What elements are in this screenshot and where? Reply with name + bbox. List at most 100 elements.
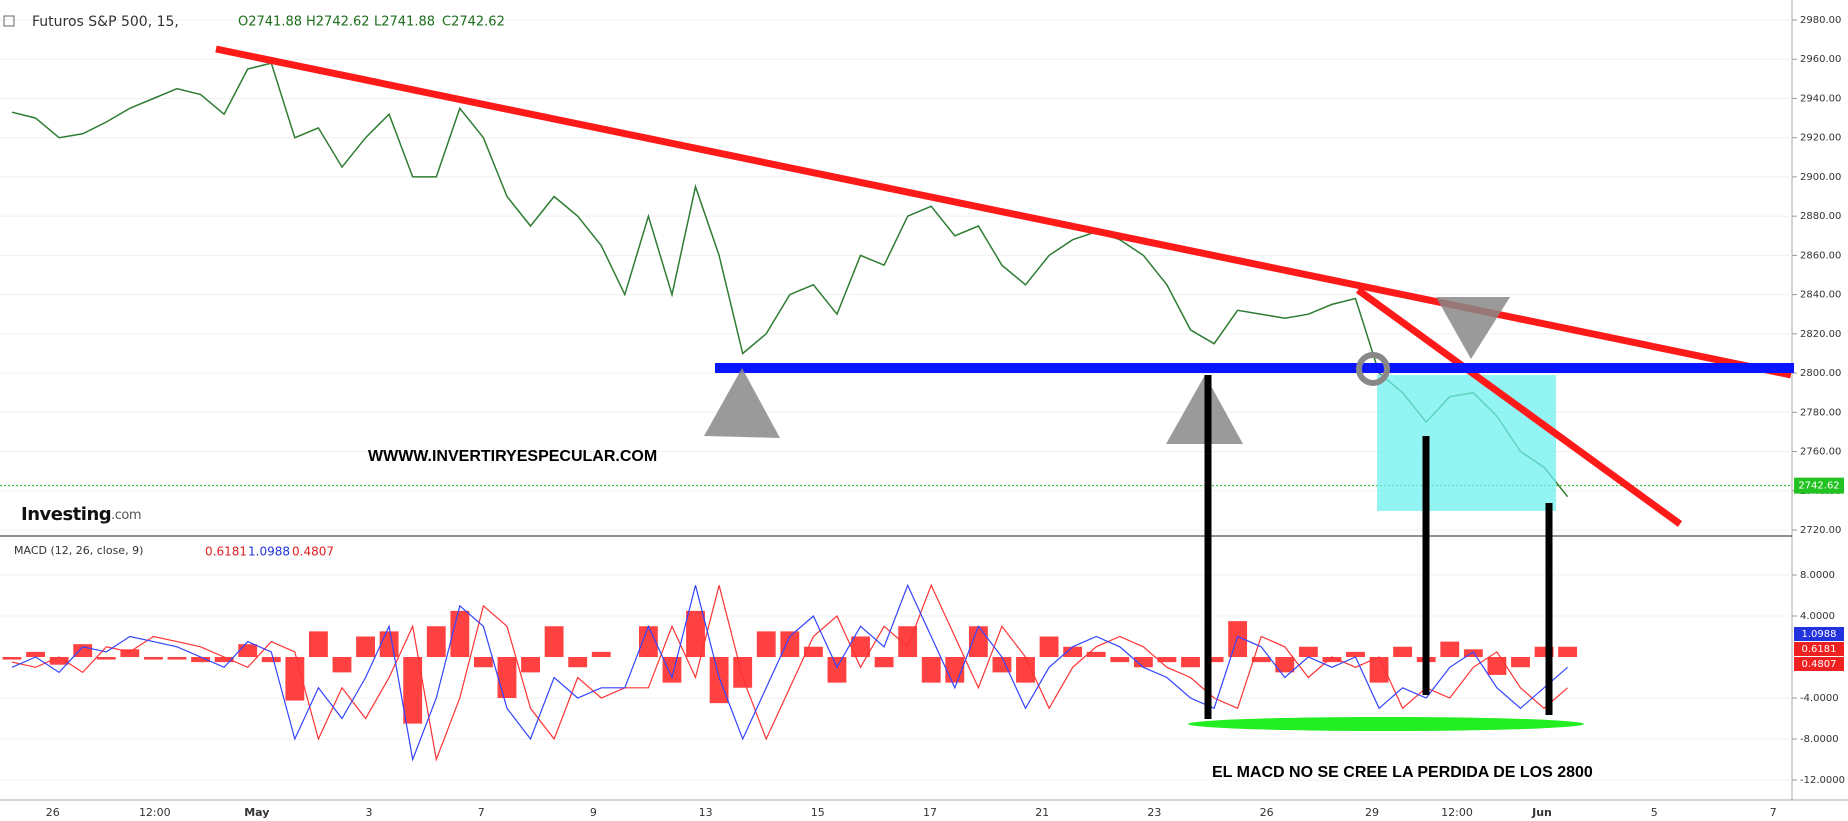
annotation: WWWW.INVERTIRYESPECULAR.COM: [368, 448, 657, 465]
y-tick-label: -12.0000: [1800, 775, 1845, 786]
histogram-bar: [308, 631, 328, 657]
histogram-bar: [2, 657, 22, 660]
histogram-bar: [803, 646, 823, 657]
y-tick-label: 2820.00: [1800, 329, 1841, 340]
x-tick-label: 17: [923, 806, 937, 819]
histogram-bar: [379, 631, 399, 657]
value-tag-label: 0.6181: [1802, 644, 1837, 655]
histogram-bar: [968, 626, 988, 657]
histogram-bar: [285, 657, 305, 701]
y-tick-label: 2840.00: [1800, 290, 1841, 301]
histogram-bar: [1204, 657, 1224, 663]
histogram-bar: [143, 657, 163, 660]
low: L2741.88: [374, 15, 435, 30]
histogram-bar: [426, 626, 446, 657]
x-tick-label: Jun: [1531, 806, 1552, 819]
open: O2741.88: [238, 15, 302, 30]
histogram-bar: [1133, 657, 1153, 668]
histogram-bar: [756, 631, 776, 657]
collapse-icon[interactable]: [3, 15, 15, 27]
triangle-up: [704, 368, 780, 438]
value-tag: [1794, 642, 1844, 656]
histogram-bar: [473, 657, 493, 668]
x-tick-label: 15: [811, 806, 825, 819]
histogram-bar: [1534, 646, 1554, 657]
y-tick-label: 8.0000: [1800, 570, 1835, 581]
trend-line: [215, 45, 1792, 379]
histogram-bar: [214, 657, 234, 663]
histogram-bar: [497, 657, 517, 698]
histogram-bar: [1298, 646, 1318, 657]
macd-value: 0.6181: [205, 545, 247, 559]
x-tick-label: 29: [1365, 806, 1379, 819]
histogram-bar: [332, 657, 352, 673]
x-tick-label: 26: [46, 806, 60, 819]
x-tick-label: 7: [478, 806, 485, 819]
histogram-bar: [733, 657, 753, 688]
histogram-bar: [96, 657, 116, 660]
histogram-bar: [544, 626, 564, 657]
histogram-bar: [1063, 646, 1083, 657]
histogram-bar: [120, 649, 140, 657]
histogram-bar: [1322, 657, 1342, 663]
y-tick-label: 2960.00: [1800, 54, 1841, 65]
y-tick-label: 2760.00: [1800, 447, 1841, 458]
macd-value: 0.4807: [292, 545, 334, 559]
histogram-bar: [1511, 657, 1530, 668]
x-tick-label: 26: [1260, 806, 1274, 819]
histogram-bar: [1440, 641, 1460, 657]
histogram-bar: [49, 657, 69, 665]
histogram-bar: [167, 657, 187, 660]
histogram-bar: [1463, 649, 1483, 657]
logo: Investing.com: [21, 504, 141, 525]
histogram-bar: [921, 657, 941, 683]
histogram-bar: [1110, 657, 1130, 663]
x-tick-label: 23: [1147, 806, 1161, 819]
histogram-bar: [1369, 657, 1389, 683]
high: H2742.62: [306, 15, 370, 30]
histogram-bar: [356, 636, 375, 657]
value-tag: [1794, 657, 1844, 671]
y-tick-label: 2920.00: [1800, 133, 1841, 144]
highlight-box: [1377, 375, 1556, 511]
macd-value: 1.0988: [248, 545, 290, 559]
x-tick-label: 7: [1770, 806, 1777, 819]
x-tick-label: 12:00: [139, 806, 171, 819]
logo-text: Investing: [21, 504, 111, 525]
histogram-bar: [521, 657, 540, 673]
y-tick-label: 4.0000: [1800, 611, 1835, 622]
histogram-bar: [1393, 646, 1413, 657]
histogram-bar: [780, 631, 800, 657]
histogram-bar: [1016, 657, 1035, 683]
histogram-bar: [1228, 621, 1248, 657]
y-tick-label: 2900.00: [1800, 172, 1841, 183]
y-tick-label: -4.0000: [1800, 693, 1839, 704]
macd-line: [11, 583, 1568, 762]
histogram-bar: [1487, 657, 1507, 675]
price-tag-label: 2742.62: [1798, 481, 1839, 492]
y-tick-label: 2880.00: [1800, 211, 1841, 222]
histogram-bar: [851, 636, 870, 657]
histogram-bar: [261, 657, 281, 663]
y-tick-label: 2800.00: [1800, 368, 1841, 379]
x-tick-label: 12:00: [1441, 806, 1473, 819]
value-tag-label: 1.0988: [1802, 629, 1837, 640]
x-tick-label: May: [244, 806, 269, 819]
price-tag: [1794, 477, 1844, 494]
data-layer: 26 12:00 May 3 7 9 13 15 17 21 23 26 29 12:00 Jun 5 7 298…: [0, 15, 1845, 819]
x-tick-label: 9: [590, 806, 597, 819]
symbol-title: Futuros S&P 500, 15,: [32, 14, 179, 30]
y-tick-label: -8.0000: [1800, 734, 1839, 745]
value-tag: [1794, 627, 1844, 641]
macd-line: [11, 583, 1568, 762]
y-tick-label: 2980.00: [1800, 15, 1841, 26]
histogram-bar: [568, 657, 588, 668]
histogram-bar: [1181, 657, 1200, 668]
x-tick-label: 5: [1651, 806, 1658, 819]
histogram-bar: [238, 644, 258, 657]
histogram-bar: [686, 610, 705, 657]
histogram-bar: [827, 657, 847, 683]
highlight-ellipse: [1188, 717, 1584, 731]
